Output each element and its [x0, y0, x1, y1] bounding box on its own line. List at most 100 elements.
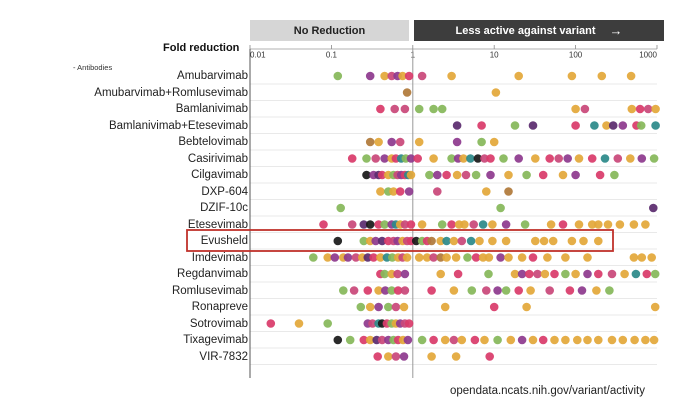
data-point: [499, 154, 508, 163]
source-url[interactable]: opendata.ncats.nih.gov/variant/activity: [450, 385, 645, 397]
data-point: [460, 220, 469, 229]
data-point: [545, 154, 554, 163]
data-point: [517, 253, 527, 262]
data-point: [629, 220, 639, 229]
data-point: [561, 253, 570, 262]
data-point: [510, 269, 520, 279]
data-point: [371, 236, 381, 246]
data-point: [343, 253, 353, 262]
data-point: [587, 220, 597, 229]
data-point: [402, 88, 412, 97]
data-point: [417, 335, 427, 345]
data-point: [406, 170, 416, 180]
data-point: [626, 71, 636, 81]
data-point: [363, 286, 373, 295]
data-point: [488, 236, 497, 246]
data-point: [442, 253, 451, 262]
data-point: [369, 253, 378, 262]
data-point: [447, 220, 456, 229]
data-point: [517, 269, 527, 279]
data-point: [514, 154, 523, 163]
row-label: Ronapreve: [191, 301, 248, 313]
data-point: [376, 104, 385, 114]
data-point: [580, 104, 590, 114]
data-point: [504, 187, 513, 196]
data-point: [380, 154, 389, 163]
data-point: [459, 154, 468, 163]
data-point: [374, 302, 383, 312]
data-point: [333, 236, 343, 246]
data-point: [414, 253, 424, 262]
data-point: [538, 170, 548, 180]
data-point: [362, 170, 371, 180]
data-point: [594, 220, 603, 229]
data-point: [323, 253, 333, 262]
data-point: [603, 220, 613, 229]
data-point: [520, 220, 530, 229]
data-point: [411, 236, 421, 246]
data-point: [649, 335, 659, 345]
data-point: [393, 269, 402, 279]
data-point: [545, 286, 554, 295]
data-point: [400, 104, 410, 114]
data-point: [457, 335, 467, 345]
data-point: [550, 335, 559, 345]
data-point: [377, 236, 387, 246]
data-point: [356, 302, 366, 312]
data-point: [574, 154, 584, 163]
data-point: [384, 352, 393, 361]
data-point: [309, 253, 318, 262]
x-tick-label: 0.01: [250, 51, 266, 60]
data-point: [436, 236, 446, 246]
data-point: [484, 269, 493, 279]
data-point: [333, 71, 343, 81]
row-label: Amubarvimab+Romlusevimab: [94, 86, 248, 99]
data-point: [525, 269, 534, 279]
data-point: [404, 187, 414, 196]
data-point: [469, 220, 479, 229]
data-point: [399, 352, 409, 361]
data-point: [477, 137, 486, 147]
data-point: [376, 187, 385, 196]
data-point: [630, 335, 639, 345]
data-point: [368, 319, 377, 328]
data-point: [351, 253, 361, 262]
row-label: Tixagevimab: [183, 334, 248, 346]
data-point: [390, 104, 400, 114]
data-point: [447, 71, 456, 81]
row-label: Bebtelovimab: [178, 136, 248, 148]
data-point: [374, 137, 383, 147]
data-point: [451, 352, 461, 361]
data-point: [571, 104, 580, 114]
data-point: [463, 253, 472, 262]
data-point: [449, 335, 459, 345]
data-point: [347, 220, 357, 229]
data-point: [414, 104, 424, 114]
data-point: [399, 302, 409, 312]
data-point: [414, 137, 424, 147]
data-point: [467, 286, 477, 295]
data-point: [587, 154, 597, 163]
data-point: [610, 170, 619, 180]
data-point: [650, 269, 660, 279]
data-point: [345, 335, 355, 345]
data-point: [427, 352, 436, 361]
data-point: [451, 253, 461, 262]
data-point: [480, 154, 489, 163]
data-point: [452, 170, 462, 180]
data-point: [486, 170, 495, 180]
data-point: [550, 269, 559, 279]
row-label: Sotrovimab: [189, 317, 248, 330]
data-point: [571, 269, 580, 279]
no-reduction-label: No Reduction: [293, 24, 366, 37]
data-point: [567, 236, 577, 246]
data-point: [522, 302, 531, 312]
data-point: [478, 220, 488, 229]
data-point: [470, 335, 480, 345]
data-point: [404, 319, 414, 328]
data-point: [400, 220, 410, 229]
data-point: [482, 286, 491, 295]
data-point: [641, 220, 650, 229]
less-active-band: Less active against variant →: [414, 20, 664, 41]
data-point: [620, 269, 629, 279]
